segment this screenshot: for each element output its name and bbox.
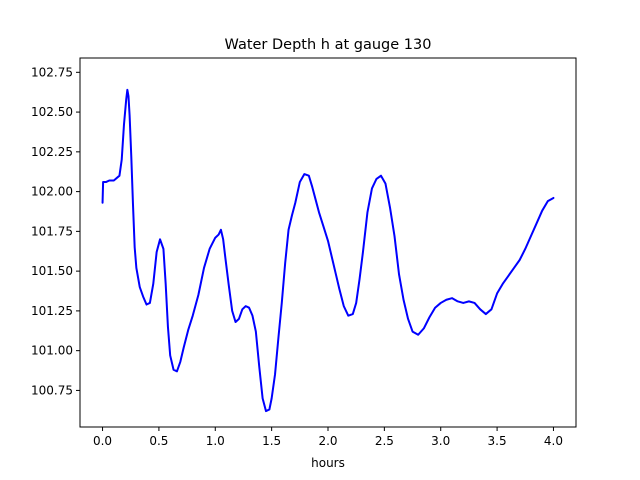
- y-tick-label: 100.75: [31, 383, 73, 397]
- y-tick-label: 102.75: [31, 65, 73, 79]
- y-tick-label: 102.50: [31, 105, 73, 119]
- y-tick-label: 102.00: [31, 185, 73, 199]
- y-tick-label: 101.50: [31, 264, 73, 278]
- chart-title: Water Depth h at gauge 130: [225, 37, 432, 53]
- x-tick-label: 1.0: [206, 434, 225, 448]
- y-tick-label: 101.75: [31, 224, 73, 238]
- series-line: [101, 88, 555, 413]
- y-tick-label: 102.25: [31, 145, 73, 159]
- y-tick-label: 101.25: [31, 304, 73, 318]
- x-tick-label: 3.5: [488, 434, 507, 448]
- x-tick-label: 0.5: [149, 434, 168, 448]
- x-tick-label: 3.0: [431, 434, 450, 448]
- x-tick-label: 2.0: [318, 434, 337, 448]
- y-axis: 100.75 101.00 101.25 101.50 101.75 102.00 102.…: [31, 65, 80, 397]
- x-tick-label: 1.5: [262, 434, 281, 448]
- x-tick-label: 4.0: [544, 434, 563, 448]
- x-axis-label: hours: [311, 456, 345, 470]
- x-tick-label: 0.0: [93, 434, 112, 448]
- x-axis: 0.0 0.5 1.0 1.5 2.0 2.5 3.0 3.5 4.0: [93, 427, 563, 448]
- y-tick-label: 101.00: [31, 344, 73, 358]
- x-tick-label: 2.5: [375, 434, 394, 448]
